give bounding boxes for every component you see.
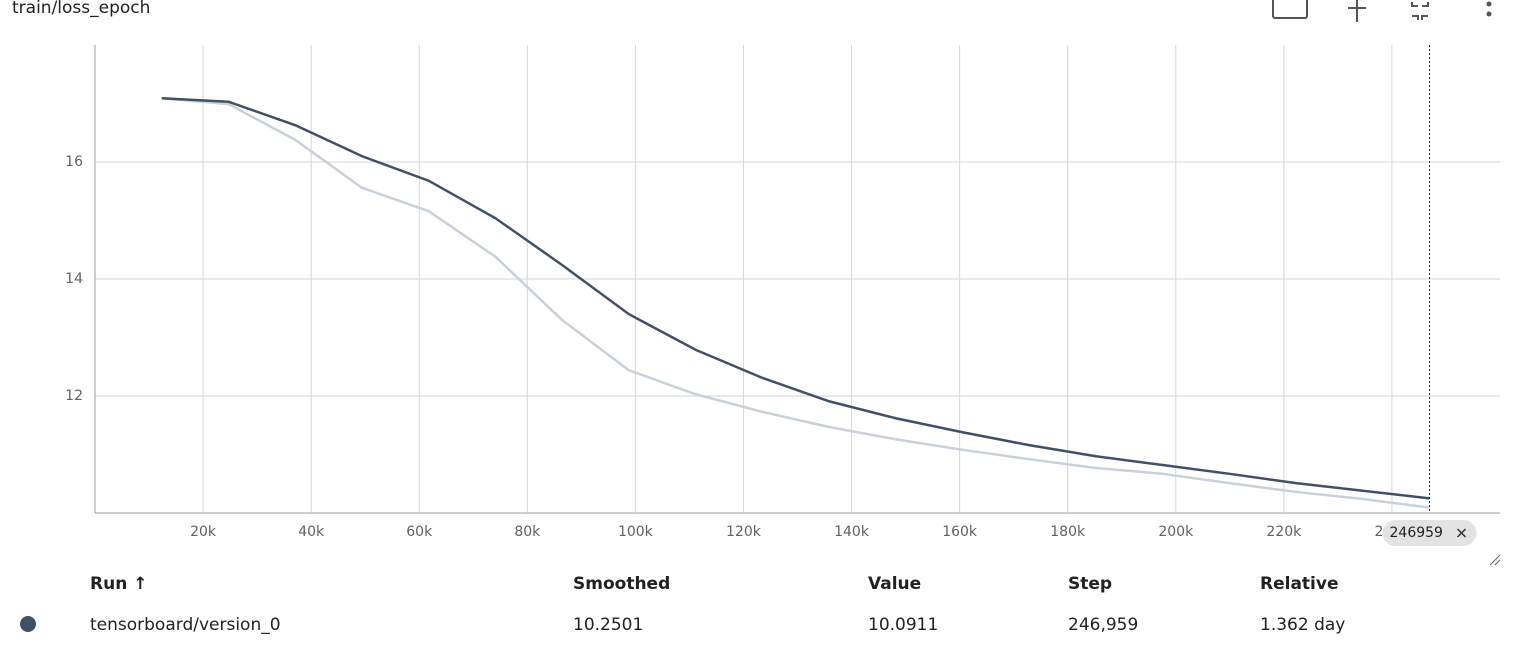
x-tick-label: 200k [1158,524,1194,540]
resize-handle[interactable] [1489,554,1501,566]
cursor-label: 246959 [1390,525,1443,541]
table-header: Smoothed [573,574,670,594]
expand-button[interactable] [1411,2,1429,20]
series-line [161,96,1430,509]
x-tick-label: 20k [190,524,217,540]
table-cell: 1.362 day [1260,615,1345,635]
table-cell: 246,959 [1068,615,1138,635]
x-tick-label: 80k [514,524,541,540]
y-tick-label: 14 [65,271,83,287]
x-tick-label: 60k [406,524,433,540]
table-header: Step [1068,574,1112,594]
run-color [20,616,36,632]
table-cell: 10.0911 [868,615,938,635]
series-line [161,96,1430,500]
table-header: Relative [1260,574,1338,594]
table-cell: tensorboard/version_0 [90,615,281,635]
fit-domain-button[interactable] [1272,0,1308,19]
table-header: Value [868,574,921,594]
x-tick-label: 120k [726,524,762,540]
toolbar[interactable] [1272,0,1492,22]
x-tick-label: 100k [618,524,654,540]
y-tick-label: 16 [65,154,83,170]
x-tick-label: 40k [298,524,325,540]
y-tick-label: 12 [65,388,83,404]
x-tick-label: 220k [1266,524,1302,540]
table-cell: 10.2501 [573,615,643,635]
table-header: Run ↑ [90,574,147,594]
cursor-label-bg [1382,520,1477,546]
x-tick-label: 160k [942,524,978,540]
x-tick-label: 180k [1050,524,1086,540]
menu-button[interactable] [1486,1,1492,17]
cursor-close[interactable] [1456,528,1467,538]
chart-title: train/loss_epoch [12,0,150,18]
pin-button[interactable] [1348,0,1366,22]
x-tick-label: 140k [834,524,870,540]
